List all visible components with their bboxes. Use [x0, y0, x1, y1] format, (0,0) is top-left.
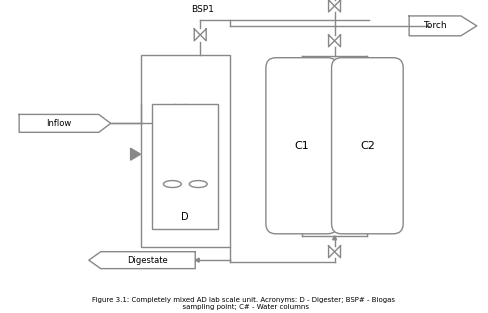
FancyBboxPatch shape — [266, 58, 338, 234]
Text: Inflow: Inflow — [46, 119, 72, 128]
Ellipse shape — [189, 181, 207, 187]
Text: D: D — [182, 212, 189, 222]
Polygon shape — [300, 224, 304, 228]
Text: C2: C2 — [360, 141, 375, 151]
Text: Digestate: Digestate — [128, 256, 168, 265]
FancyBboxPatch shape — [331, 58, 403, 234]
Text: Torch: Torch — [423, 21, 447, 30]
Polygon shape — [173, 100, 177, 105]
Text: BSP1: BSP1 — [191, 5, 214, 14]
Polygon shape — [195, 258, 199, 262]
Ellipse shape — [163, 181, 182, 187]
Polygon shape — [366, 224, 369, 228]
Polygon shape — [332, 236, 337, 240]
Bar — [141, 55, 230, 247]
Text: Figure 3.1: Completely mixed AD lab scale unit. Acronyms: D - Digester; BSP# - B: Figure 3.1: Completely mixed AD lab scal… — [93, 297, 395, 310]
Polygon shape — [131, 148, 141, 160]
Bar — [152, 105, 218, 229]
Text: C1: C1 — [294, 141, 309, 151]
